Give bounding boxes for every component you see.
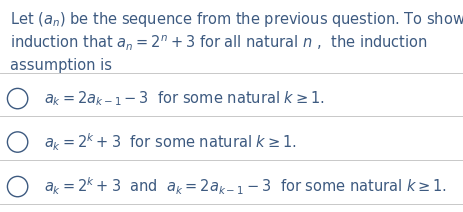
- Text: assumption is: assumption is: [10, 58, 112, 73]
- Text: $a_k = 2a_{k-1} - 3$  for some natural $k \geq 1$.: $a_k = 2a_{k-1} - 3$ for some natural $k…: [44, 89, 325, 108]
- Text: $a_k = 2^k + 3$  for some natural $k \geq 1$.: $a_k = 2^k + 3$ for some natural $k \geq…: [44, 131, 297, 153]
- Text: $a_k = 2^k + 3$  and  $a_k = 2a_{k-1} - 3$  for some natural $k \geq 1$.: $a_k = 2^k + 3$ and $a_k = 2a_{k-1} - 3$…: [44, 176, 447, 197]
- Text: Let $(a_n)$ be the sequence from the previous question. To show by: Let $(a_n)$ be the sequence from the pre…: [10, 10, 463, 29]
- Text: induction that $a_n = 2^n + 3$ for all natural $n$ ,  the induction: induction that $a_n = 2^n + 3$ for all n…: [10, 34, 428, 53]
